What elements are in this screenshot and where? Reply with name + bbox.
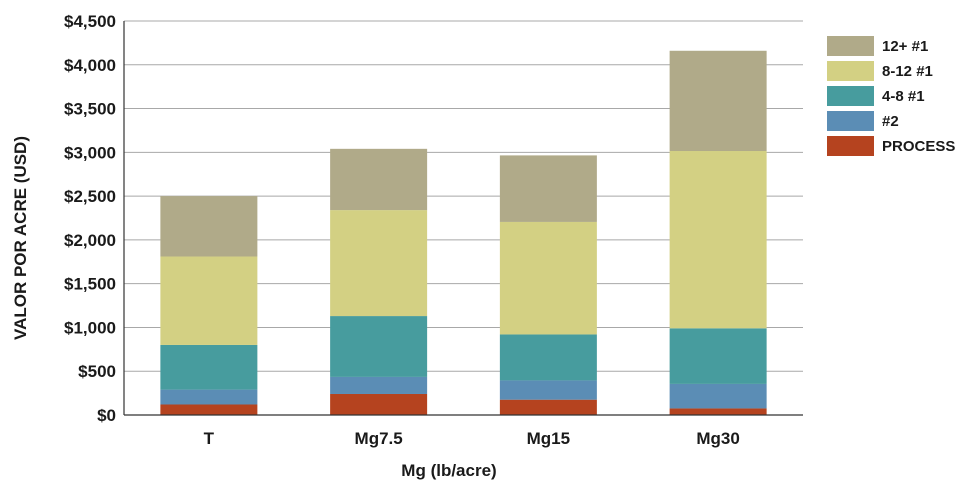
x-tick-labels: T Mg7.5 Mg15 Mg30 [204, 429, 740, 448]
legend: 12+ #1 8-12 #1 4-8 #1 #2 PROCESS [827, 36, 955, 156]
bar-t-process [160, 404, 258, 415]
x-axis-title: Mg (lb/acre) [401, 461, 496, 480]
y-tick-label-0: $0 [97, 406, 116, 425]
y-tick-label-2500: $2,500 [64, 187, 116, 206]
y-tick-labels: $0 $500 $1,000 $1,500 $2,000 $2,500 $3,000 $3,5… [64, 12, 116, 425]
bar-mg15-12-1 [499, 155, 597, 222]
bar-mg7-5-4-8-1 [330, 316, 428, 377]
bar-mg15-4-8-1 [499, 334, 597, 381]
bar-mg7-5-process [330, 393, 428, 415]
y-tick-label-3000: $3,000 [64, 143, 116, 162]
bar-mg15-2 [499, 380, 597, 400]
legend-label-2: #2 [882, 113, 899, 130]
x-tick-label-mg7-5: Mg7.5 [355, 429, 403, 448]
bar-t-2 [160, 389, 258, 405]
x-tick-label-mg30: Mg30 [696, 429, 739, 448]
bar-mg15-8-12-1 [499, 221, 597, 335]
bar-t-12-1 [160, 196, 258, 257]
bar-mg30-12-1 [669, 50, 767, 152]
legend-swatch-12-1 [827, 36, 874, 56]
bar-mg7-5-8-12-1 [330, 210, 428, 317]
y-tick-label-4500: $4,500 [64, 12, 116, 31]
x-tick-label-mg15: Mg15 [527, 429, 570, 448]
legend-swatch-2 [827, 111, 874, 131]
legend-label-8-12-1: 8-12 #1 [882, 63, 933, 80]
axes [123, 21, 803, 416]
bar-mg7-5-12-1 [330, 148, 428, 211]
bar-mg30-4-8-1 [669, 328, 767, 384]
bar-t-4-8-1 [160, 344, 258, 390]
legend-label-process: PROCESS [882, 138, 955, 155]
bar-mg7-5-2 [330, 376, 428, 394]
y-tick-label-4000: $4,000 [64, 56, 116, 75]
legend-swatch-8-12-1 [827, 61, 874, 81]
legend-label-12-1: 12+ #1 [882, 38, 928, 55]
bar-mg30-8-12-1 [669, 151, 767, 329]
bar-t-8-12-1 [160, 256, 258, 345]
bar-mg30-2 [669, 383, 767, 409]
bars [160, 50, 767, 415]
bar-mg30-process [669, 408, 767, 415]
y-tick-label-2000: $2,000 [64, 231, 116, 250]
y-tick-label-1000: $1,000 [64, 318, 116, 337]
y-tick-label-1500: $1,500 [64, 275, 116, 294]
legend-label-4-8-1: 4-8 #1 [882, 88, 925, 105]
x-tick-label-t: T [204, 429, 215, 448]
y-tick-label-3500: $3,500 [64, 100, 116, 119]
y-tick-label-500: $500 [78, 362, 116, 381]
legend-swatch-4-8-1 [827, 86, 874, 106]
y-axis-title: VALOR POR ACRE (USD) [11, 136, 30, 340]
bar-mg15-process [499, 399, 597, 415]
legend-swatch-process [827, 136, 874, 156]
